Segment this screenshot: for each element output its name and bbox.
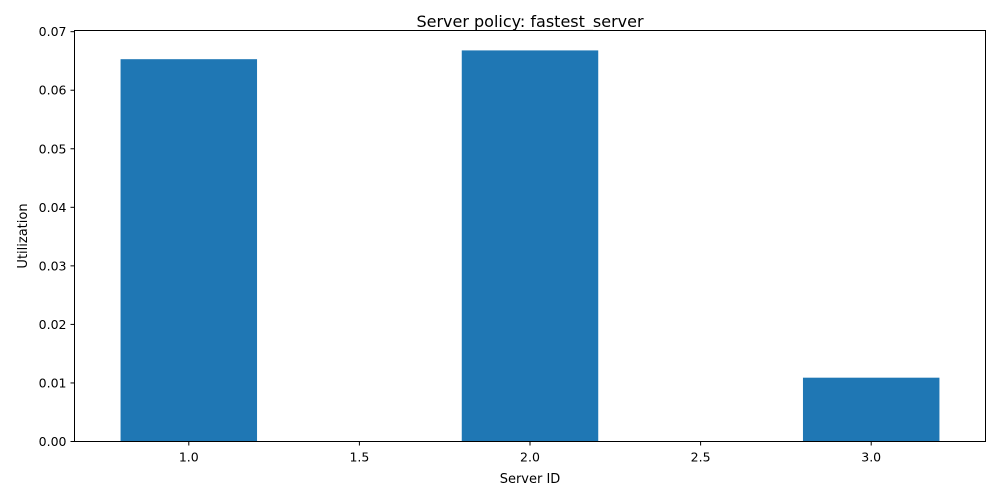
y-tick-label: 0.02 (39, 317, 67, 332)
bar-server-3 (802, 377, 940, 442)
x-tick-label: 2.5 (691, 450, 711, 465)
y-tick-label: 0.04 (39, 200, 67, 215)
y-tick-label: 0.06 (39, 83, 67, 98)
bar-server-2 (461, 50, 599, 442)
x-tick-label: 1.0 (179, 450, 199, 465)
y-tick-label: 0.07 (39, 24, 67, 39)
x-axis-ticks: 1.0 1.5 2.0 2.5 3.0 (179, 441, 881, 465)
chart-title: Server policy: fastest_server (416, 12, 644, 32)
plot-frame (74, 30, 986, 442)
x-tick-label: 3.0 (861, 450, 881, 465)
y-axis-ticks: 0.00 0.01 0.02 0.03 0.04 0.05 0.06 0.07 (39, 24, 75, 449)
x-tick-label: 1.5 (349, 450, 369, 465)
bar-server-1 (120, 59, 258, 442)
y-tick-label: 0.03 (39, 258, 67, 273)
bars-group (120, 50, 940, 442)
x-axis-label: Server ID (500, 472, 561, 487)
y-tick-label: 0.00 (39, 434, 67, 449)
y-axis-label: Utilization (16, 203, 31, 268)
y-tick-label: 0.01 (39, 375, 67, 390)
y-tick-label: 0.05 (39, 141, 67, 156)
x-tick-label: 2.0 (520, 450, 540, 465)
